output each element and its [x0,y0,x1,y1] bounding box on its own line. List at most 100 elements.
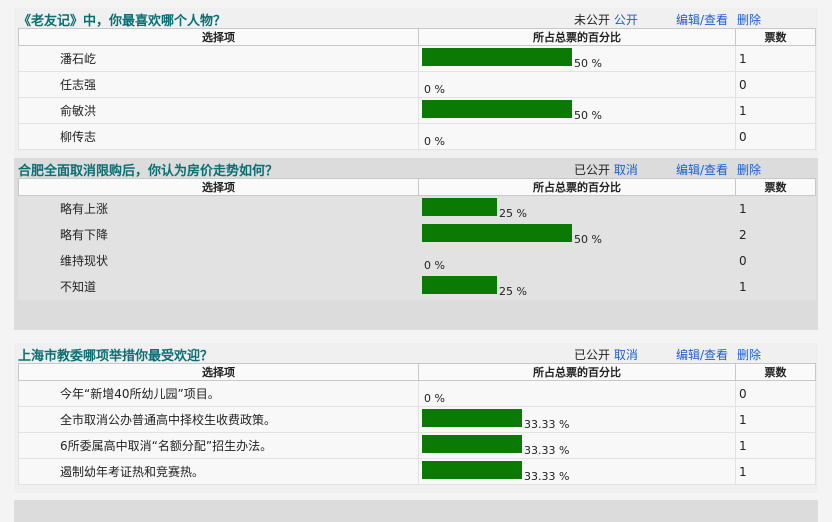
toggle-publish-link[interactable]: 公开 [613,13,638,27]
poll-status: 已公开 取消 [574,161,638,178]
option-label: 今年“新增40所幼儿园”项目。 [18,380,419,407]
poll-status: 未公开 公开 [574,11,638,28]
poll-header: 合肥全面取消限购后，你认为房价走势如何？ 已公开 取消 编辑/查看 删除 [14,158,818,179]
results-table: 选择项 所占总票的百分比 票数 略有上涨 25 % 1 略有下降 50 % 2 维持现状 0 % 0 不… [18,178,816,300]
table-row: 任志强 0 % 0 [18,71,816,98]
vote-count: 0 [735,123,816,150]
option-label: 不知道 [18,273,419,300]
table-row: 略有上涨 25 % 1 [18,195,816,222]
poll-block: 《老友记》中，你最喜欢哪个人物？ 未公开 公开 编辑/查看 删除 选择项 所占总票的百分比… [14,8,818,158]
option-label: 维持现状 [18,247,419,274]
header-percent: 所占总票的百分比 [418,178,736,196]
table-row: 6所委属高中取消“名额分配”招生办法。 33.33 % 1 [18,432,816,459]
table-row: 略有下降 50 % 2 [18,221,816,248]
table-header-row: 选择项 所占总票的百分比 票数 [18,178,816,196]
percent-label: 25 % [499,207,527,220]
percent-cell: 33.33 % [418,432,736,459]
delete-link[interactable]: 删除 [737,348,762,362]
percent-bar [422,435,522,453]
poll-header: 《老友记》中，你最喜欢哪个人物？ 未公开 公开 编辑/查看 删除 [14,8,818,29]
edit-view-link[interactable]: 编辑/查看 [676,163,729,177]
percent-bar [422,461,522,479]
delete-link[interactable]: 删除 [737,13,762,27]
vote-count: 1 [735,458,816,485]
option-label: 任志强 [18,71,419,98]
option-label: 遏制幼年考证热和竞赛热。 [18,458,419,485]
percent-cell: 33.33 % [418,406,736,433]
option-label: 柳传志 [18,123,419,150]
poll-title: 合肥全面取消限购后，你认为房价走势如何？ [18,164,279,179]
vote-count: 0 [735,71,816,98]
vote-count: 1 [735,406,816,433]
header-percent: 所占总票的百分比 [418,28,736,46]
option-label: 全市取消公办普通高中择校生收费政策。 [18,406,419,433]
percent-bar [422,224,572,242]
percent-cell: 50 % [418,221,736,248]
table-row: 潘石屹 50 % 1 [18,45,816,72]
percent-label: 0 % [424,83,445,96]
percent-bar [422,100,572,118]
percent-label: 25 % [499,285,527,298]
percent-cell: 25 % [418,195,736,222]
vote-count: 1 [735,97,816,124]
header-option: 选择项 [18,178,419,196]
toggle-publish-link[interactable]: 取消 [613,348,638,362]
percent-cell: 50 % [418,45,736,72]
percent-cell: 0 % [418,71,736,98]
percent-label: 33.33 % [524,418,570,431]
poll-header: 上海市教委哪项举措你最受欢迎？ 已公开 取消 编辑/查看 删除 [14,343,818,364]
percent-label: 50 % [574,109,602,122]
vote-count: 1 [735,195,816,222]
table-row: 今年“新增40所幼儿园”项目。 0 % 0 [18,380,816,407]
table-row: 维持现状 0 % 0 [18,247,816,274]
percent-cell: 0 % [418,123,736,150]
publish-status-text: 已公开 [574,348,611,362]
header-percent: 所占总票的百分比 [418,363,736,381]
percent-bar [422,48,572,66]
percent-cell: 0 % [418,247,736,274]
edit-view-link[interactable]: 编辑/查看 [676,348,729,362]
option-label: 6所委属高中取消“名额分配”招生办法。 [18,432,419,459]
percent-label: 33.33 % [524,444,570,457]
delete-link[interactable]: 删除 [737,163,762,177]
header-votes: 票数 [735,28,816,46]
percent-cell: 25 % [418,273,736,300]
percent-cell: 50 % [418,97,736,124]
percent-cell: 0 % [418,380,736,407]
poll-status: 已公开 取消 [574,346,638,363]
results-table: 选择项 所占总票的百分比 票数 潘石屹 50 % 1 任志强 0 % 0 俞敏洪 50 % 1 柳传志 0… [18,28,816,150]
percent-cell: 33.33 % [418,458,736,485]
option-label: 潘石屹 [18,45,419,72]
vote-count: 0 [735,380,816,407]
table-header-row: 选择项 所占总票的百分比 票数 [18,28,816,46]
publish-status-text: 未公开 [574,13,611,27]
header-votes: 票数 [735,363,816,381]
percent-label: 0 % [424,392,445,405]
table-row: 柳传志 0 % 0 [18,123,816,150]
option-label: 略有下降 [18,221,419,248]
table-row: 俞敏洪 50 % 1 [18,97,816,124]
header-option: 选择项 [18,363,419,381]
publish-status-text: 已公开 [574,163,611,177]
percent-bar [422,276,497,294]
header-votes: 票数 [735,178,816,196]
table-row: 不知道 25 % 1 [18,273,816,300]
vote-count: 1 [735,432,816,459]
option-label: 俞敏洪 [18,97,419,124]
vote-count: 0 [735,247,816,274]
poll-title: 上海市教委哪项举措你最受欢迎？ [18,349,214,364]
vote-count: 1 [735,273,816,300]
option-label: 略有上涨 [18,195,419,222]
percent-label: 0 % [424,135,445,148]
percent-label: 50 % [574,233,602,246]
results-table: 选择项 所占总票的百分比 票数今年“新增40所幼儿园”项目。 0 % 0 全市取消公办普通… [18,363,816,485]
percent-bar [422,409,522,427]
percent-label: 50 % [574,57,602,70]
percent-label: 0 % [424,259,445,272]
vote-count: 2 [735,221,816,248]
edit-view-link[interactable]: 编辑/查看 [676,13,729,27]
header-option: 选择项 [18,28,419,46]
percent-label: 33.33 % [524,470,570,483]
table-row: 遏制幼年考证热和竞赛热。 33.33 % 1 [18,458,816,485]
toggle-publish-link[interactable]: 取消 [613,163,638,177]
